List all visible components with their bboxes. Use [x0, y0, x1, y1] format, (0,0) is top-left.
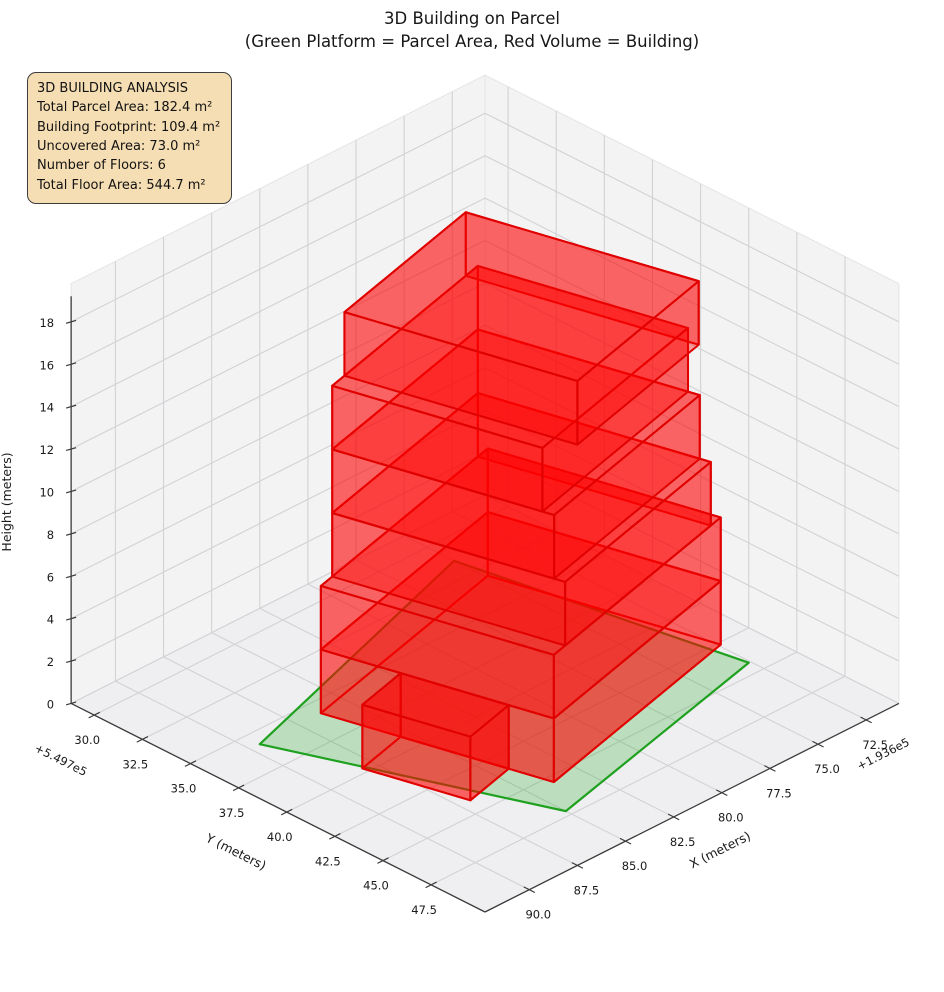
z-axis: 0 2 4 6 8 10 12 14 16 18	[39, 316, 77, 711]
chart-title: 3D Building on Parcel (Green Platform = …	[0, 7, 944, 53]
x-axis-label: X (meters)	[687, 828, 753, 871]
x-tick-mark	[619, 837, 632, 845]
x-tick-label: 82.5	[670, 835, 696, 849]
z-tick-label: 14	[39, 401, 54, 415]
x-tick-label: 87.5	[574, 883, 600, 897]
building-face	[343, 311, 579, 446]
y-tick-mark	[184, 760, 197, 767]
x-axis: 72.5 75.0 77.5 80.0 82.5 85.0 87.5 90.0	[523, 716, 888, 922]
z-tick-mark	[65, 659, 77, 664]
x-tick-label: 80.0	[718, 811, 744, 825]
x-tick-label: 85.0	[622, 859, 648, 873]
z-tick-mark	[65, 701, 77, 706]
z-tick-label: 12	[39, 443, 54, 457]
y-tick-label: 47.5	[411, 903, 437, 917]
x-tick-label: 75.0	[814, 762, 840, 776]
x-tick-mark	[667, 813, 680, 821]
z-tick-mark	[65, 531, 77, 536]
z-tick-label: 2	[47, 655, 54, 669]
building-face	[331, 512, 567, 647]
x-tick-label: 77.5	[766, 786, 792, 800]
z-tick-mark	[65, 574, 77, 579]
y-tick-label: 42.5	[315, 854, 341, 868]
y-tick-mark	[280, 808, 293, 816]
y-tick-label: 45.0	[363, 879, 389, 893]
y-tick-label: 37.5	[219, 806, 245, 820]
z-tick-label: 0	[47, 697, 54, 711]
z-tick-mark	[65, 447, 77, 452]
y-axis: 30.0 32.5 35.0 37.5 40.0 42.5 45.0 47.5	[74, 711, 437, 917]
x-tick-mark	[523, 886, 536, 894]
z-tick-label: 16	[39, 358, 54, 372]
x-tick-mark	[860, 716, 872, 724]
y-tick-mark	[232, 784, 245, 792]
y-tick-label: 35.0	[171, 782, 197, 796]
x-tick-mark	[715, 789, 728, 797]
info-total-parcel-area: Total Parcel Area: 182.4 m²	[37, 100, 213, 116]
y-tick-mark	[88, 711, 101, 719]
z-tick-mark	[65, 404, 77, 409]
chart-title-line2: (Green Platform = Parcel Area, Red Volum…	[244, 31, 700, 51]
y-tick-label: 32.5	[123, 757, 149, 771]
y-tick-mark	[136, 736, 149, 743]
grid-lines	[70, 86, 900, 891]
y-tick-mark	[377, 857, 389, 864]
info-box-title: 3D BUILDING ANALYSIS	[37, 81, 189, 96]
z-tick-label: 10	[39, 485, 54, 499]
z-tick-label: 4	[47, 613, 54, 627]
z-tick-mark	[65, 616, 77, 621]
z-tick-mark	[65, 362, 77, 367]
info-uncovered-area: Uncovered Area: 73.0 m²	[37, 139, 201, 155]
z-tick-mark	[65, 489, 77, 494]
parcel-polygon	[258, 559, 750, 813]
z-tick-label: 18	[39, 316, 54, 330]
x-tick-mark	[764, 765, 776, 772]
y-axis-label: Y (meters)	[203, 830, 269, 873]
x-tick-label: 90.0	[525, 908, 551, 922]
z-tick-label: 6	[47, 570, 54, 584]
z-tick-mark	[65, 319, 77, 324]
parcel-area	[258, 559, 750, 813]
y-tick-label: 30.0	[74, 733, 100, 747]
info-number-of-floors: Number of Floors: 6	[37, 158, 166, 174]
x-tick-label: 72.5	[862, 738, 888, 752]
building-face	[331, 448, 556, 580]
z-axis-label: Height (meters)	[0, 452, 14, 551]
info-total-floor-area: Total Floor Area: 544.7 m²	[37, 177, 206, 193]
building-face	[331, 384, 544, 513]
y-tick-mark	[425, 881, 437, 889]
info-building-footprint: Building Footprint: 109.4 m²	[37, 119, 221, 135]
z-tick-label: 8	[47, 528, 54, 542]
y-tick-label: 40.0	[267, 830, 293, 844]
analysis-info-box: 3D BUILDING ANALYSIS Total Parcel Area: …	[27, 72, 233, 205]
building-face	[469, 704, 510, 802]
building-volume	[319, 211, 722, 802]
y-tick-mark	[329, 833, 341, 840]
x-tick-mark	[571, 862, 584, 869]
chart-title-line1: 3D Building on Parcel	[384, 9, 560, 28]
x-tick-mark	[812, 740, 824, 748]
